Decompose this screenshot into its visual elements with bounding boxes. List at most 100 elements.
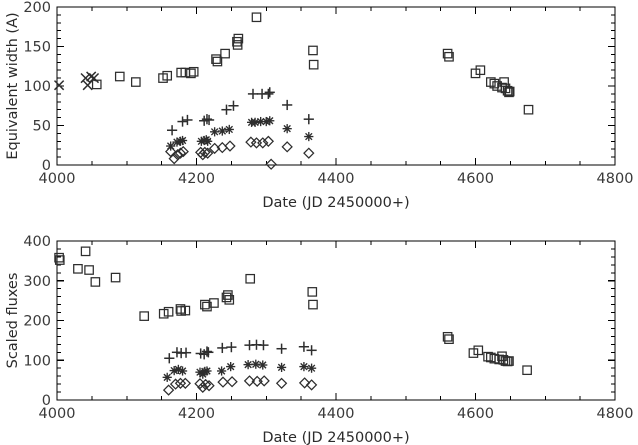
marker-diamond [226,376,238,388]
marker-square [175,304,186,314]
marker-diamond [197,381,209,393]
x-tick-label: 4400 [318,171,355,187]
marker-square [251,12,262,23]
marker-square [180,305,191,316]
marker-diamond [169,378,182,390]
marker-square [307,287,318,297]
bottom-chart-panel: 4000 4200 4400 4600 4800 0 100 200 300 400 Date (J… [0,223,638,445]
marker-asterisk [170,366,178,375]
marker-square [221,292,232,303]
marker-asterisk [266,117,274,125]
series-squares [54,246,532,376]
marker-asterisk [178,367,187,375]
marker-asterisk [259,361,267,369]
marker-square [232,36,242,47]
marker-diamond [303,147,315,159]
equivalent-width-scatter-plot: 4000 4200 4400 4600 4800 0 50 100 150 200 Date (JD… [5,0,634,211]
marker-square [483,351,493,362]
y-tick-label: 200 [23,0,51,16]
marker-diamond [201,147,214,159]
marker-asterisk [252,360,260,368]
x-axis-label: Date (JD 2450000+) [262,430,409,445]
marker-square [475,65,486,76]
marker-square [504,87,514,98]
marker-square [162,70,173,81]
marker-asterisk [225,125,234,134]
marker-diamond [199,146,211,159]
x-tick-label: 4600 [457,171,494,187]
marker-asterisk [218,127,227,135]
marker-asterisk [307,364,316,372]
y-tick-label: 0 [42,158,51,174]
marker-square [522,365,532,376]
marker-square [442,48,453,59]
marker-x [53,80,65,91]
plot-frame [56,6,616,166]
y-axis-label: Scaled fluxes [5,273,21,369]
marker-diamond [165,145,177,158]
marker-diamond [298,377,311,389]
series-diamond [162,375,318,396]
marker-diamond [243,375,256,387]
x-tick-label: 4400 [318,406,355,422]
y-tick-label: 150 [23,40,51,56]
marker-square [163,306,174,317]
series-plus [164,339,317,364]
marker-asterisk [300,362,308,371]
marker-square [139,311,150,321]
marker-square [188,66,199,77]
marker-square [80,246,91,257]
marker-square [468,348,479,358]
marker-diamond [305,379,318,391]
marker-square [473,345,484,356]
marker-square [224,295,235,305]
marker-square [209,298,219,308]
marker-diamond [203,380,215,392]
x-tick-label: 4800 [597,406,634,422]
marker-asterisk [226,362,235,371]
y-tick-label: 50 [33,119,51,135]
marker-square [233,33,244,44]
marker-square [200,299,210,310]
marker-asterisk [251,118,259,127]
series-squares [91,12,534,115]
marker-x [88,72,100,84]
marker-square [110,272,121,283]
series-x-marks [53,71,100,91]
marker-asterisk [217,367,226,375]
marker-diamond [174,147,187,159]
marker-square [502,85,513,96]
marker-square [54,252,64,263]
x-tick-label: 4000 [39,171,76,187]
y-tick-label: 300 [23,274,51,290]
marker-square [308,45,318,56]
marker-asterisk [305,132,313,141]
marker-square [212,56,223,67]
marker-square [211,54,221,64]
x-axis-label: Date (JD 2450000+) [262,195,409,211]
marker-asterisk [203,137,212,146]
marker-asterisk [203,367,211,375]
marker-asterisk [283,124,291,133]
marker-diamond [281,141,293,153]
x-tick-label: 4800 [597,171,634,187]
marker-diamond [197,149,209,161]
y-tick-label: 0 [42,393,51,409]
top-chart-panel: 4000 4200 4400 4600 4800 0 50 100 150 200 Date (JD… [0,0,638,222]
x-tick-label: 4200 [178,171,215,187]
marker-square [444,51,454,62]
marker-square [73,264,83,274]
y-axis-label: Equivalent width (A) [5,12,21,159]
marker-asterisk [244,360,252,369]
marker-square [114,71,125,82]
y-tick-label: 400 [23,234,51,250]
marker-square [186,68,196,79]
x-tick-label: 4200 [178,406,215,422]
marker-square [444,334,454,345]
marker-asterisk [256,117,265,126]
marker-asterisk [174,365,183,374]
marker-diamond [258,375,270,387]
y-tick-label: 100 [23,79,51,95]
x-tick-label: 4600 [457,406,494,422]
